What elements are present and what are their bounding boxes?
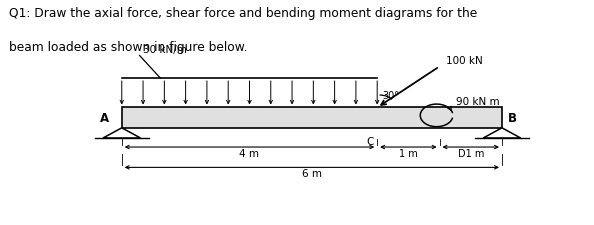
Text: 6 m: 6 m: [302, 169, 322, 179]
Text: 4 m: 4 m: [239, 148, 260, 158]
Text: beam loaded as shown in figure below.: beam loaded as shown in figure below.: [9, 40, 248, 54]
Polygon shape: [484, 128, 520, 138]
Text: A: A: [100, 112, 109, 125]
Text: D1 m: D1 m: [457, 148, 484, 158]
Text: 30°: 30°: [383, 91, 400, 101]
Polygon shape: [103, 128, 140, 138]
Text: 1 m: 1 m: [399, 148, 418, 158]
Text: C: C: [367, 136, 374, 146]
Text: Q1: Draw the axial force, shear force and bending moment diagrams for the: Q1: Draw the axial force, shear force an…: [9, 7, 477, 20]
Text: 90 kN m: 90 kN m: [456, 97, 499, 107]
Text: 30 kN/m: 30 kN/m: [143, 45, 187, 55]
Text: B: B: [508, 112, 517, 125]
Text: 100 kN: 100 kN: [446, 56, 482, 66]
Bar: [122, 108, 502, 128]
